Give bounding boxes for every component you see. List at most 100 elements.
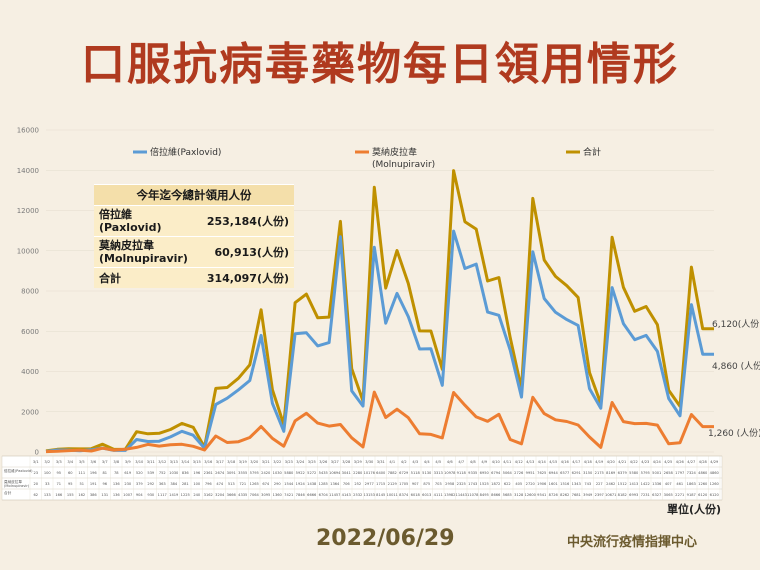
- page-title: 口服抗病毒藥物每日領用情形: [81, 39, 679, 90]
- table-value-cell: 930: [147, 493, 155, 497]
- summary-label: 合計: [94, 267, 198, 288]
- table-value-cell: 3949: [583, 493, 593, 497]
- table-value-cell: 5435: [319, 471, 328, 475]
- table-value-cell: 4143: [342, 493, 351, 497]
- legend-label: 倍拉維(Paxlovid): [150, 146, 221, 158]
- table-value-cell: 6327: [652, 493, 661, 497]
- table-value-cell: 2658: [664, 471, 674, 475]
- table-value-cell: 721: [239, 482, 246, 486]
- table-value-cell: 1544: [284, 482, 294, 486]
- table-date-cell: 4/26: [676, 460, 685, 464]
- table-value-cell: 6577: [560, 471, 569, 475]
- end-value-label: 4,860 (人份): [712, 360, 760, 372]
- table-date-cell: 3/12: [158, 460, 166, 464]
- table-value-cell: 5795: [641, 471, 650, 475]
- table-value-cell: 3555: [238, 471, 247, 475]
- table-value-cell: 281: [182, 482, 189, 486]
- table-date-cell: 4/29: [710, 460, 719, 464]
- table-value-cell: 2175: [595, 471, 604, 475]
- table-date-cell: 4/7: [458, 460, 464, 464]
- table-value-cell: 907: [412, 482, 419, 486]
- table-date-cell: 4/17: [572, 460, 580, 464]
- table-value-cell: 290: [274, 482, 282, 486]
- y-axis-ticks: 0 2000 4000 6000 8000 10000 12000 14000 16000: [17, 127, 39, 457]
- table-value-cell: 136: [113, 482, 121, 486]
- table-value-cell: 196: [193, 471, 201, 475]
- table-value-cell: 3095: [261, 493, 270, 497]
- series-line-paxlovid: [45, 229, 714, 453]
- table-value-cell: 904: [136, 493, 144, 497]
- table-value-cell: 5272: [307, 471, 316, 475]
- table-date-cell: 3/27: [331, 460, 339, 464]
- table-value-cell: 1360: [273, 493, 283, 497]
- table-date-cell: 3/17: [216, 460, 224, 464]
- data-table: 3/1 3/2 3/3 3/4 3/5 3/6 3/7 3/8 3/9 3/10 3/11 3/12 3…: [1, 455, 723, 501]
- table-value-cell: 23: [33, 471, 38, 475]
- end-labels: 6,120(人份) 4,860 (人份) 1,260 (人份): [708, 318, 760, 439]
- table-date-cell: 3/26: [319, 460, 328, 464]
- table-date-cell: 4/25: [664, 460, 672, 464]
- table-value-cell: 1438: [307, 482, 317, 486]
- table-date-cell: 3/3: [56, 460, 62, 464]
- y-tick-label: 14000: [17, 167, 39, 175]
- table-date-cell: 3/13: [170, 460, 178, 464]
- table-date-cell: 3/29: [354, 460, 363, 464]
- table-value-cell: 1285: [319, 482, 328, 486]
- legend-label: (Molnupiravir): [372, 160, 435, 170]
- table-value-cell: 3150: [583, 471, 593, 475]
- table-date-cell: 4/22: [630, 460, 638, 464]
- table-date-cell: 3/5: [79, 460, 85, 464]
- table-value-cell: 8262: [560, 493, 569, 497]
- table-value-cell: 5118: [411, 471, 421, 475]
- table-date-cell: 4/10: [492, 460, 501, 464]
- table-date-cell: 4/16: [561, 460, 570, 464]
- table-value-cell: 743: [584, 482, 591, 486]
- summary-label: 莫納皮拉韋 (Molnupiravir): [94, 236, 198, 268]
- table-value-cell: 6018: [411, 493, 421, 497]
- table-value-cell: 4111: [434, 493, 443, 497]
- table-value-cell: 1924: [296, 482, 306, 486]
- table-value-cell: 33: [45, 482, 50, 486]
- table-value-cell: 8666: [491, 493, 501, 497]
- series-lines: [45, 169, 714, 454]
- y-tick-label: 8000: [21, 288, 39, 296]
- table-value-cell: 1872: [491, 482, 500, 486]
- table-value-cell: 7421: [284, 493, 293, 497]
- table-value-cell: 474: [216, 482, 224, 486]
- table-value-cell: 62: [33, 493, 38, 497]
- table-value-cell: 5922: [296, 471, 305, 475]
- table-value-cell: 2532: [353, 493, 362, 497]
- summary-value: 253,184(人份): [197, 205, 294, 237]
- summary-label: 倍拉維 (Paxlovid): [94, 205, 198, 237]
- table-row-header: 倍拉維(Paxlovid): [4, 468, 33, 473]
- table-value-cell: 9118: [457, 471, 467, 475]
- table-value-cell: 2397: [595, 493, 604, 497]
- table-date-cell: 3/25: [308, 460, 316, 464]
- table-value-cell: 95: [68, 482, 73, 486]
- table-date-cell: 4/19: [595, 460, 604, 464]
- table-value-cell: 2958: [445, 482, 455, 486]
- summary-row-paxlovid: 倍拉維 (Paxlovid) 253,184(人份): [94, 205, 294, 237]
- table-date-cell: 4/3: [412, 460, 418, 464]
- table-value-cell: 9541: [537, 493, 546, 497]
- legend: 倍拉維(Paxlovid) 莫納皮拉韋 (Molnupiravir) 合計: [133, 146, 601, 170]
- table-value-cell: 1705: [399, 482, 408, 486]
- table-value-cell: 6729: [399, 471, 409, 475]
- table-date-cell: 4/13: [526, 460, 534, 464]
- table-value-cell: 1863: [687, 482, 696, 486]
- table-value-cell: 8374: [399, 493, 409, 497]
- table-value-cell: 13153: [364, 493, 375, 497]
- table-date-cell: 3/28: [342, 460, 351, 464]
- table-value-cell: 4860: [710, 471, 720, 475]
- table-date-cell: 3/1: [33, 460, 39, 464]
- table-value-cell: 252: [354, 482, 361, 486]
- table-value-cell: 191: [90, 482, 97, 486]
- y-tick-label: 6000: [21, 328, 39, 336]
- table-value-cell: 95: [56, 471, 61, 475]
- table-row-header: 合計: [4, 490, 12, 495]
- table-value-cell: 8495: [480, 493, 489, 497]
- summary-row-total: 合計 314,097(人份): [94, 267, 294, 288]
- table-date-cell: 4/24: [653, 460, 662, 464]
- table-value-cell: 136: [113, 493, 121, 497]
